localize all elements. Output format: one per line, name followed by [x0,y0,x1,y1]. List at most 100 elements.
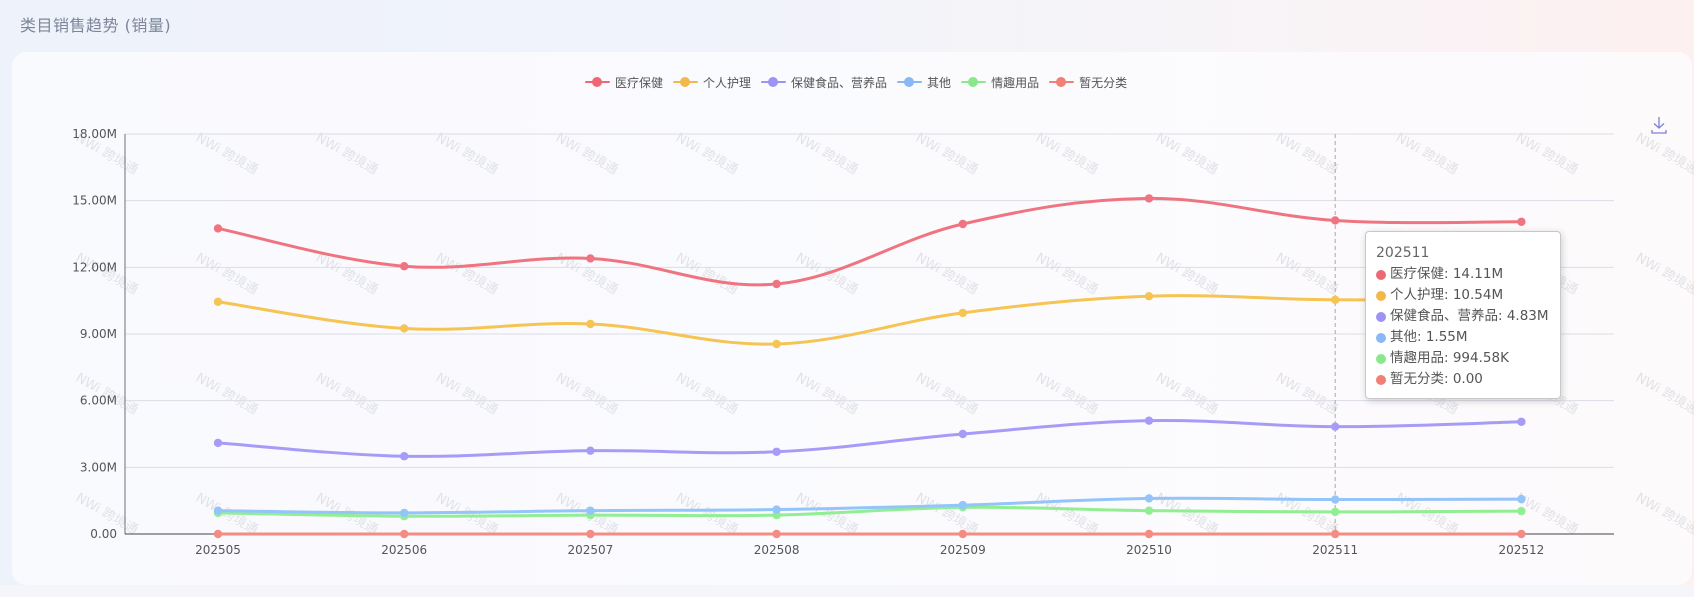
data-point[interactable] [772,529,781,539]
data-point[interactable] [1331,295,1340,304]
svg-text:NWi 跨境通: NWi 跨境通 [1633,490,1694,538]
svg-text:NWi 跨境通: NWi 跨境通 [433,250,500,298]
data-point[interactable] [1331,495,1340,504]
download-button[interactable] [1648,114,1670,136]
data-point[interactable] [1144,494,1154,503]
data-point[interactable] [1517,494,1526,504]
y-tick-label: 15.00M [72,194,117,208]
legend-label: 其他 [927,75,952,90]
data-point[interactable] [772,447,781,456]
svg-text:NWi 跨境通: NWi 跨境通 [313,130,380,178]
svg-text:NWi 跨境通: NWi 跨境通 [1153,130,1220,178]
series-line[interactable] [213,194,1526,289]
svg-text:NWi 跨境通: NWi 跨境通 [913,370,980,418]
svg-text:NWi 跨境通: NWi 跨境通 [433,370,500,418]
data-point[interactable] [400,324,409,333]
series-dot-icon [1376,311,1386,322]
y-tick-label: 12.00M [72,260,117,274]
data-point[interactable] [400,262,409,271]
tooltip-row-label: 保健食品、营养品: 4.83M [1390,308,1549,324]
legend-label: 暂无分类 [1079,75,1128,90]
tooltip-row: 暂无分类: 0.00 [1376,369,1550,390]
svg-text:NWi 跨境通: NWi 跨境通 [553,130,620,178]
data-point[interactable] [586,506,595,515]
x-tick-label: 202510 [1126,543,1172,557]
data-point[interactable] [400,452,409,461]
tooltip-row-label: 个人护理: 10.54M [1390,287,1504,303]
page-title: 类目销售趋势 (销量) [20,16,172,35]
tooltip-row: 其他: 1.55M [1376,327,1550,348]
legend-item[interactable]: 保健食品、营养品 [761,74,887,91]
legend-label: 情趣用品 [991,75,1040,90]
legend-label: 个人护理 [703,75,752,90]
data-point[interactable] [958,219,967,229]
data-point[interactable] [213,297,223,306]
legend-item[interactable]: 个人护理 [673,74,751,91]
data-point[interactable] [213,529,223,539]
data-point[interactable] [1144,292,1154,301]
svg-text:NWi 跨境通: NWi 跨境通 [1033,490,1100,538]
data-point[interactable] [586,446,595,455]
legend-item[interactable]: 暂无分类 [1049,74,1127,91]
y-tick-label: 9.00M [80,327,117,341]
data-point[interactable] [1517,529,1526,539]
data-point[interactable] [586,319,595,329]
legend-item[interactable]: 其他 [897,74,951,91]
svg-text:NWi 跨境通: NWi 跨境通 [1273,370,1340,418]
data-point[interactable] [1144,529,1154,539]
svg-text:NWi 跨境通: NWi 跨境通 [1393,490,1460,538]
y-tick-label: 0.00 [90,527,117,541]
svg-text:NWi 跨境通: NWi 跨境通 [1633,130,1694,178]
chart-tooltip: 202511 医疗保健: 14.11M 个人护理: 10.54M 保健食品、营养品:… [1365,231,1561,399]
x-tick-label: 202507 [567,543,613,557]
data-point[interactable] [1144,194,1154,203]
series-line[interactable] [213,416,1526,461]
data-point[interactable] [400,529,409,539]
data-point[interactable] [586,254,595,263]
legend-item[interactable]: 医疗保健 [585,74,663,91]
x-tick-label: 202506 [381,543,427,557]
series-line[interactable] [213,494,1526,518]
data-point[interactable] [1517,506,1526,516]
data-point[interactable] [213,438,223,448]
data-point[interactable] [1517,217,1526,226]
legend-item[interactable]: 情趣用品 [961,74,1039,91]
svg-text:NWi 跨境通: NWi 跨境通 [313,370,380,418]
data-point[interactable] [400,508,409,518]
data-point[interactable] [1144,506,1154,515]
svg-text:NWi 跨境通: NWi 跨境通 [1633,370,1694,418]
x-tick-label: 202505 [195,543,241,557]
tooltip-row: 医疗保健: 14.11M [1376,264,1550,285]
svg-text:NWi 跨境通: NWi 跨境通 [1633,250,1694,298]
data-point[interactable] [772,339,781,349]
data-point[interactable] [213,224,223,233]
data-point[interactable] [1144,416,1154,425]
data-point[interactable] [1331,507,1340,517]
x-tick-label: 202508 [754,543,800,557]
data-point[interactable] [1517,417,1526,426]
x-axis: 202505 202506 202507 202508 202509 202510 2025… [195,543,1544,557]
series-line[interactable] [213,529,1526,539]
tooltip-row: 保健食品、营养品: 4.83M [1376,306,1550,327]
data-point[interactable] [958,308,967,318]
x-tick-label: 202509 [940,543,986,557]
data-point[interactable] [772,505,781,514]
data-point[interactable] [213,506,223,515]
data-point[interactable] [1331,529,1340,539]
svg-text:NWi 跨境通: NWi 跨境通 [193,370,260,418]
data-point[interactable] [958,500,967,510]
data-point[interactable] [586,529,595,539]
tooltip-row-label: 暂无分类: 0.00 [1390,371,1483,387]
data-point[interactable] [958,429,967,439]
download-icon [1651,117,1667,134]
tooltip-row: 情趣用品: 994.58K [1376,348,1550,369]
series-dot-icon [1376,353,1386,364]
series-line[interactable] [213,292,1526,349]
data-point[interactable] [772,279,781,289]
data-point[interactable] [1331,216,1340,225]
svg-text:NWi 跨境通: NWi 跨境通 [193,250,260,298]
data-point[interactable] [1331,422,1340,431]
svg-text:NWi 跨境通: NWi 跨境通 [1273,130,1340,178]
data-point[interactable] [958,529,967,539]
